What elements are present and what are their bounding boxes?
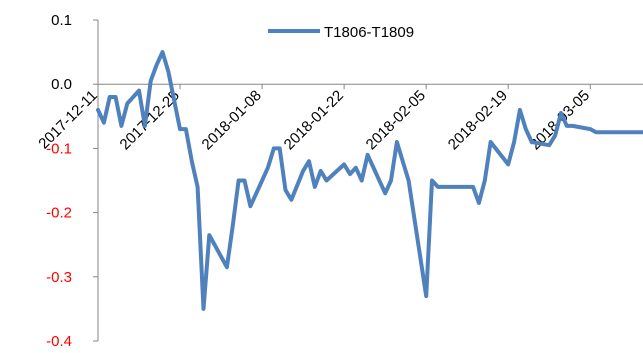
y-tick-label: 0.0 (51, 76, 72, 93)
y-tick-label: -0.4 (46, 333, 72, 350)
x-tick-label: 2018-02-19 (445, 87, 511, 153)
y-ticks: 0.1 0.0 -0.1 -0.2 -0.3 -0.4 (46, 12, 98, 350)
x-tick-label: 2018-01-22 (281, 87, 347, 153)
y-tick-label: -0.2 (46, 205, 72, 222)
y-tick-label: -0.1 (46, 140, 72, 157)
series-line (96, 50, 643, 311)
axes (97, 20, 643, 341)
x-tick-label: 2018-01-08 (199, 87, 265, 153)
legend: T1806-T1809 (268, 24, 414, 41)
series-group (96, 50, 643, 311)
y-tick-label: -0.3 (46, 269, 72, 286)
y-tick-label: 0.1 (51, 12, 72, 29)
legend-label: T1806-T1809 (324, 24, 414, 41)
